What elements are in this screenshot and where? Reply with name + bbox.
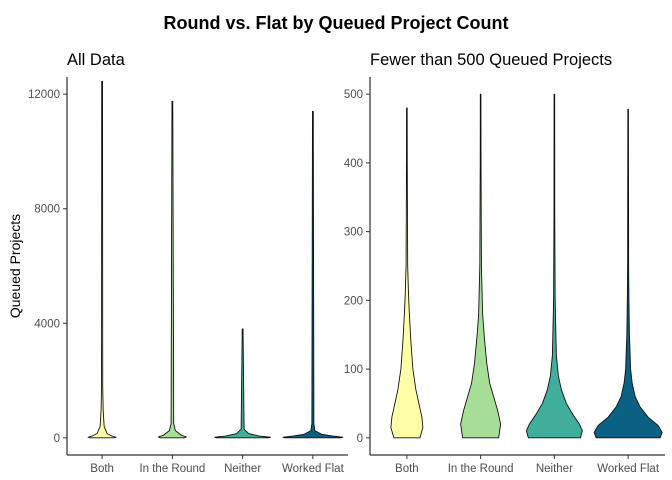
y-axis-label: Queued Projects [7,214,23,318]
y-tick-label: 12000 [28,89,60,101]
x-tick-label: Both [395,463,419,475]
y-tick-label: 0 [357,433,363,445]
panel-title: All Data [67,51,126,69]
y-tick-label: 400 [344,158,363,170]
violin-worked-flat [593,108,663,439]
y-tick-label: 200 [344,295,363,307]
x-tick-label: In the Round [139,463,205,475]
panel-fewer-than-500: Fewer than 500 Queued Projects 0 100 200 300… [344,51,665,475]
panel-all-data: All Data Queued Projects 0 4000 8000 12000 Bot… [7,51,348,475]
violin-neither [214,328,272,439]
violin-both [390,107,424,439]
x-tick-label: Worked Flat [597,463,660,475]
y-tick-label: 8000 [34,204,60,216]
y-tick-label: 4000 [34,318,60,330]
y-tick-label: 300 [344,227,363,239]
y-tick-label: 100 [344,364,363,376]
panel-title: Fewer than 500 Queued Projects [370,51,612,69]
y-tick-label: 0 [54,433,60,445]
x-tick-label: Worked Flat [282,463,345,475]
y-tick-label: 500 [344,89,363,101]
violin-neither [525,93,583,439]
violin-in-the-round [460,93,502,439]
violin-in-the-round [157,100,187,439]
x-tick-label: Both [90,463,114,475]
x-tick-label: Neither [224,463,261,475]
x-tick-label: Neither [536,463,573,475]
violin-worked-flat [282,110,344,439]
figure-title: Round vs. Flat by Queued Project Count [163,13,508,33]
x-tick-label: In the Round [448,463,514,475]
violin-both [87,80,117,439]
